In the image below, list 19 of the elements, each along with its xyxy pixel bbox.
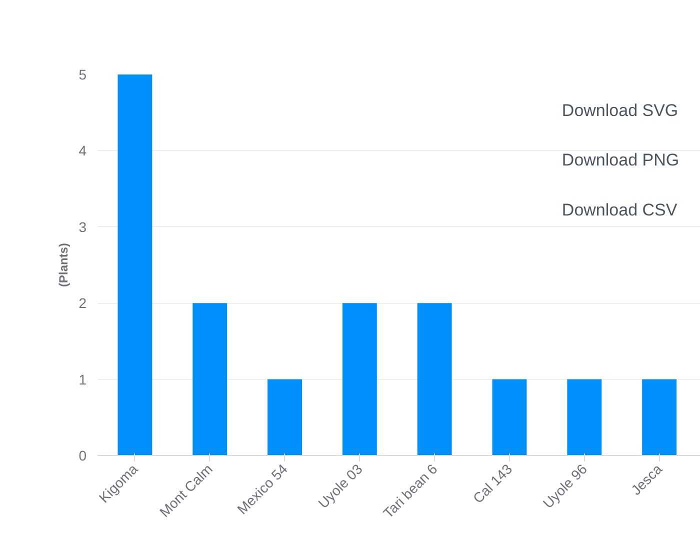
y-tick-label: 0 <box>78 448 87 464</box>
y-axis-title: (Plants) <box>56 242 71 287</box>
annotation: Download CSV <box>562 200 678 220</box>
bar <box>492 379 527 456</box>
bar <box>342 303 377 456</box>
annotation: Download SVG <box>562 101 678 120</box>
bar <box>642 379 677 456</box>
y-tick-label: 4 <box>78 142 87 159</box>
y-tick-label: 5 <box>78 66 87 82</box>
bar <box>567 379 602 456</box>
bar <box>192 303 228 456</box>
x-tick-label: Cal 143 <box>470 460 516 506</box>
bar <box>118 74 152 456</box>
annotation: Download PNG <box>562 150 680 170</box>
bar <box>268 379 302 456</box>
bar <box>417 303 452 456</box>
y-tick-label: 3 <box>78 218 87 235</box>
y-tick-label: 1 <box>78 371 87 388</box>
y-tick-label: 2 <box>78 295 87 312</box>
